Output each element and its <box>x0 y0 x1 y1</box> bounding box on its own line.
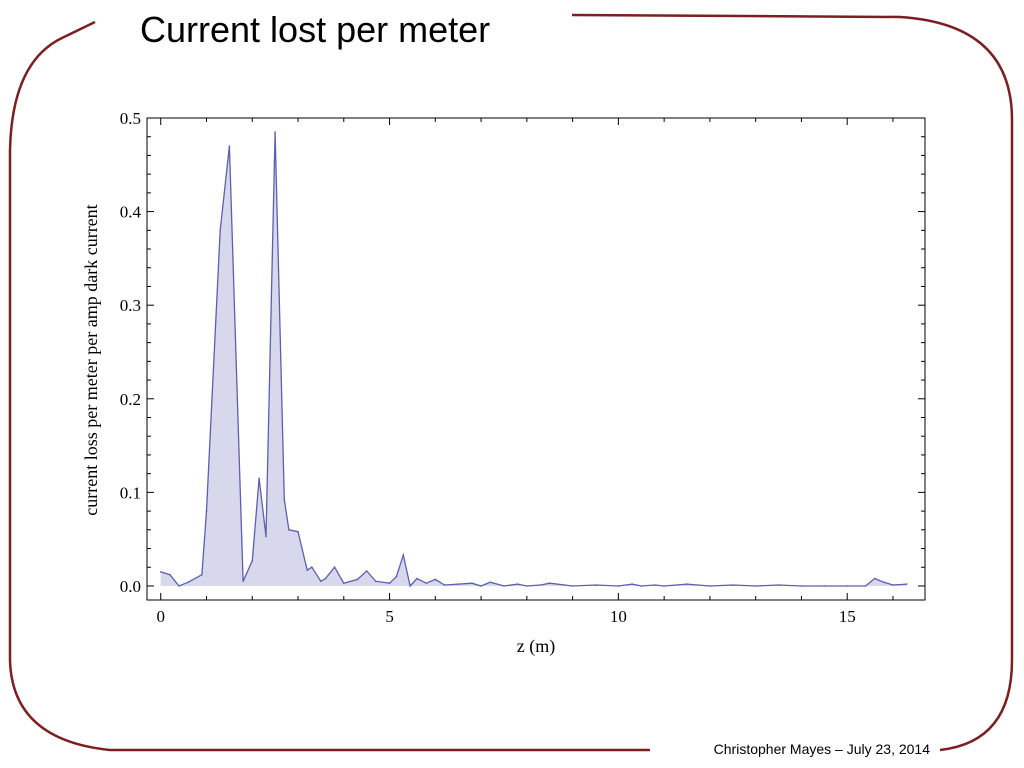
data-point <box>388 582 391 584</box>
data-point <box>311 566 313 568</box>
data-point <box>242 580 244 583</box>
x-tick-label: 5 <box>385 607 394 626</box>
y-axis-label: current loss per meter per amp dark curr… <box>81 204 101 515</box>
data-point <box>283 499 286 501</box>
data-point <box>159 571 162 573</box>
data-point <box>258 477 260 480</box>
data-point <box>228 145 231 147</box>
y-tick-label: 0.0 <box>120 577 141 596</box>
data-point <box>864 585 867 587</box>
data-points <box>159 131 908 587</box>
y-tick-label: 0.4 <box>120 203 142 222</box>
data-point <box>320 580 322 583</box>
data-point <box>434 578 437 581</box>
data-point <box>457 583 460 585</box>
data-point <box>640 585 643 587</box>
data-point <box>873 577 876 580</box>
y-tick-label: 0.3 <box>120 296 141 315</box>
plot-frame <box>146 117 926 601</box>
data-point <box>654 584 656 586</box>
data-point <box>480 585 482 587</box>
y-tick-label: 0.2 <box>120 390 141 409</box>
frame-border-right <box>571 13 1014 752</box>
data-point <box>489 581 492 583</box>
data-point <box>823 585 826 587</box>
data-point <box>375 580 377 583</box>
data-point <box>800 585 803 587</box>
data-point <box>516 583 519 585</box>
data-point <box>617 585 620 587</box>
data-point <box>201 573 203 576</box>
data-point <box>526 585 528 587</box>
data-point <box>169 573 171 576</box>
data-point <box>777 584 780 586</box>
data-point <box>288 529 290 531</box>
y-tick-labels: 0.0 0.1 0.2 0.3 0.4 0.5 <box>120 109 142 596</box>
data-line <box>160 131 907 588</box>
x-tick-label: 0 <box>156 607 165 626</box>
data-point <box>251 559 254 562</box>
data-point <box>409 585 411 587</box>
data-point <box>178 585 180 587</box>
data-point <box>356 578 359 581</box>
data-point <box>333 566 336 568</box>
x-tick-labels: 0 5 10 15 <box>156 607 855 626</box>
data-point <box>539 584 542 586</box>
data-point <box>297 530 299 533</box>
data-point <box>416 577 418 580</box>
y-tick-label: 0.1 <box>120 483 141 502</box>
data-point <box>846 585 848 587</box>
data-point <box>425 582 428 584</box>
data-point <box>274 131 276 133</box>
data-point <box>594 584 597 586</box>
data-point <box>343 582 345 584</box>
data-point <box>732 584 734 586</box>
data-point <box>443 584 446 586</box>
data-point <box>631 583 633 585</box>
x-tick-label: 15 <box>839 607 856 626</box>
frame-border-left <box>8 20 650 752</box>
data-point <box>503 585 505 587</box>
slide-title: Current lost per meter <box>140 9 491 50</box>
data-point <box>324 577 327 580</box>
data-point <box>663 585 665 587</box>
data-point <box>883 581 885 583</box>
data-point <box>709 585 711 587</box>
data-point <box>205 510 208 512</box>
x-axis-label: z (m) <box>517 636 555 657</box>
data-point <box>892 584 894 586</box>
axis-ticks <box>147 117 925 600</box>
y-tick-label: 0.5 <box>120 109 141 128</box>
data-point <box>905 583 908 585</box>
data-point <box>754 585 757 587</box>
area-fill <box>160 132 907 586</box>
slide-footer: Christopher Mayes – July 23, 2014 <box>713 741 930 757</box>
data-point <box>471 582 473 584</box>
data-point <box>219 229 221 232</box>
data-point <box>265 535 267 538</box>
data-point <box>548 582 551 584</box>
data-point <box>187 581 189 583</box>
data-point <box>402 554 405 556</box>
data-point <box>395 575 398 578</box>
data-point <box>306 569 309 571</box>
x-tick-label: 10 <box>610 607 627 626</box>
data-point <box>686 583 688 585</box>
data-point <box>571 585 574 587</box>
data-point <box>365 570 368 572</box>
